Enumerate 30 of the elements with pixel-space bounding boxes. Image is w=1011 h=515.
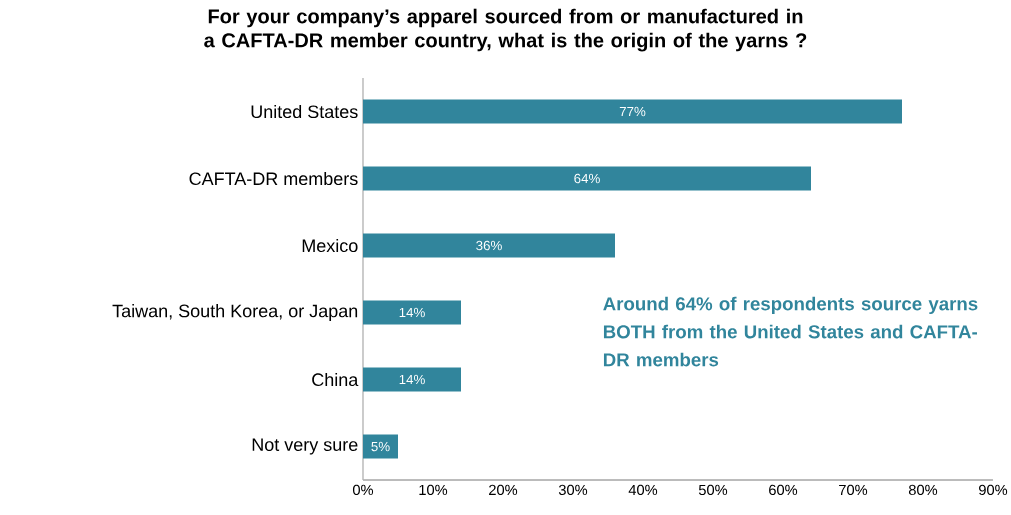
y-tick-label: Not very sure: [252, 438, 358, 455]
y-tick-label: China: [312, 372, 359, 387]
bar: [363, 166, 811, 191]
data-label: 14%: [399, 374, 425, 385]
bar: [363, 233, 615, 258]
x-tick-label: 0%: [352, 484, 374, 496]
data-label: 5%: [371, 441, 390, 452]
data-label: 77%: [619, 106, 646, 117]
x-tick-label: 90%: [979, 484, 1008, 496]
x-tick-label: 40%: [628, 484, 658, 496]
bar: [363, 99, 902, 124]
bar: [363, 367, 461, 392]
x-tick-label: 70%: [839, 484, 868, 496]
data-label: 36%: [476, 240, 502, 251]
data-label: 64%: [574, 173, 600, 184]
x-tick-label: 10%: [419, 484, 448, 496]
y-tick-label: Mexico: [302, 238, 358, 253]
annotation: Around 64% of respondents source yarns BOTH from the United States and CAFTA-DR members: [603, 296, 978, 367]
y-tick-label: Taiwan, South Korea, or Japan: [112, 304, 358, 321]
x-tick-label: 30%: [558, 484, 588, 496]
chart-title: For your company’s apparel sourced from or manufactured in a CAFTA-DR member country, what is the origin of the yarns ?: [204, 8, 807, 52]
x-tick-label: 80%: [908, 484, 938, 496]
y-tick-label: CAFTA-DR members: [189, 171, 358, 186]
data-label: 14%: [399, 307, 425, 318]
x-tick-label: 60%: [769, 484, 798, 496]
x-tick-label: 20%: [489, 484, 518, 496]
bar: [363, 434, 398, 459]
x-tick-label: 50%: [698, 484, 728, 496]
y-tick-label: United States: [251, 104, 358, 119]
bar: [363, 300, 461, 325]
